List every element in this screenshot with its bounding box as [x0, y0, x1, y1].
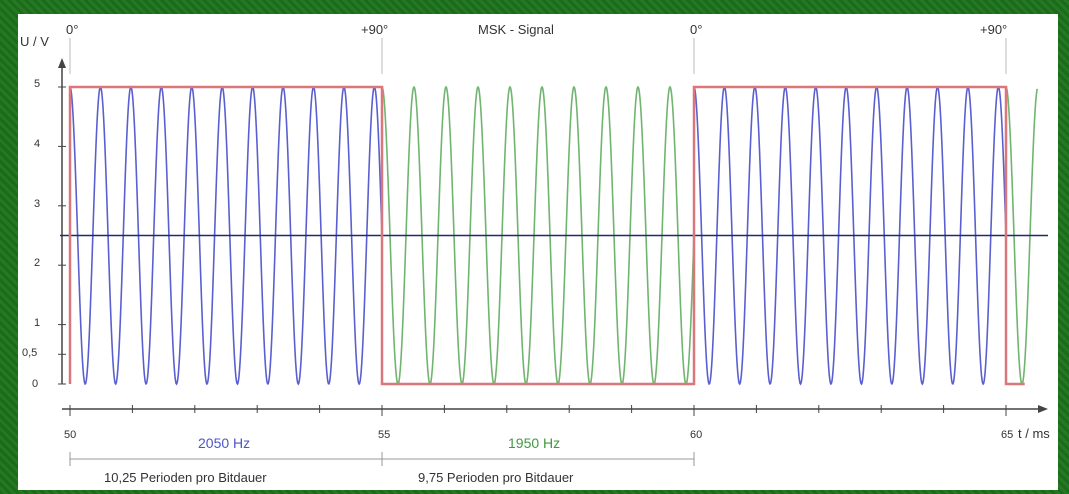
phase-label: 0°	[690, 22, 702, 37]
phase-label: 0°	[66, 22, 78, 37]
phase-label: +90°	[361, 22, 388, 37]
y-axis-label: U / V	[20, 34, 49, 49]
frequency-label-blue: 2050 Hz	[198, 435, 250, 451]
carrier-series-line	[381, 85, 695, 386]
carrier-series-line	[69, 85, 383, 386]
y-tick-label: 0,5	[22, 347, 37, 359]
x-tick-label: 50	[64, 429, 76, 441]
carrier-series-line	[693, 85, 1007, 386]
frequency-label-green: 1950 Hz	[508, 435, 560, 451]
msk-chart: U / V t / ms MSK - Signal 0 0,5 1 2 3 4 …	[20, 22, 1050, 485]
y-tick-label: 2	[34, 257, 40, 269]
bit-signal-line	[68, 85, 1025, 386]
y-tick-label: 3	[34, 198, 40, 210]
x-tick-label: 65	[1001, 429, 1013, 441]
periods-label-blue: 10,25 Perioden pro Bitdauer	[104, 470, 267, 485]
x-axis-arrow	[1038, 405, 1048, 413]
x-tick-label: 60	[690, 429, 702, 441]
y-tick-label: 1	[34, 317, 40, 329]
plot-layer	[58, 38, 1048, 416]
y-tick-label: 4	[34, 138, 40, 150]
y-axis-arrow	[58, 58, 66, 68]
periods-label-green: 9,75 Perioden pro Bitdauer	[418, 470, 574, 485]
x-axis-label: t / ms	[1018, 426, 1050, 441]
chart-title: MSK - Signal	[478, 22, 554, 37]
x-tick-label: 55	[378, 429, 390, 441]
chart-panel: U / V t / ms MSK - Signal 0 0,5 1 2 3 4 …	[18, 14, 1058, 490]
y-tick-label: 5	[34, 78, 40, 90]
y-tick-label: 0	[32, 378, 38, 390]
phase-label: +90°	[980, 22, 1007, 37]
